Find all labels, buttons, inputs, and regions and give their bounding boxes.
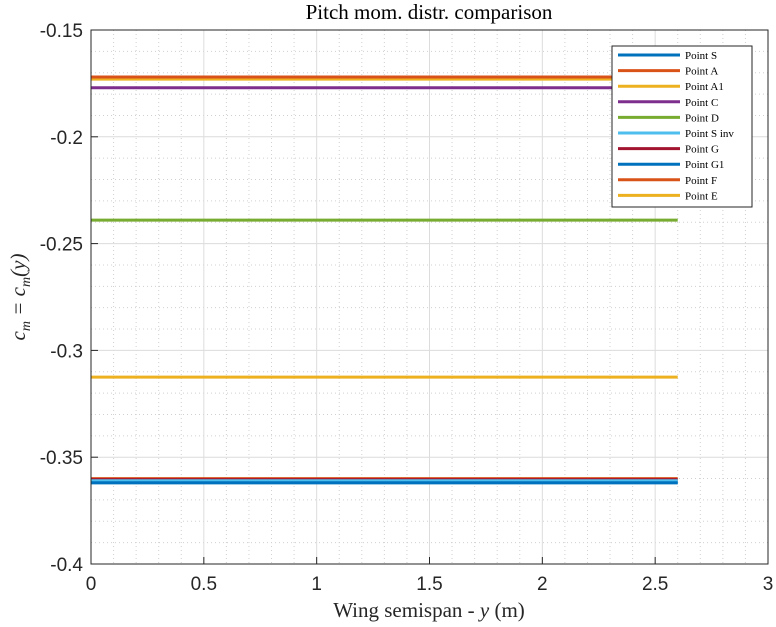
- legend-label: Point A1: [685, 81, 724, 93]
- legend: Point S Point A Point A1 Point C Point D Poin…: [611, 45, 753, 208]
- y-axis-label-sub: m: [19, 321, 34, 331]
- legend-label: Point D: [685, 112, 719, 124]
- legend-label: Point S inv: [685, 128, 734, 140]
- y-tick-label: -0.2: [50, 128, 83, 149]
- x-tick-label: 2: [537, 574, 548, 595]
- legend-label: Point A: [685, 66, 718, 78]
- x-axis-label: Wing semispan - y (m): [333, 598, 525, 622]
- y-tick-label: -0.15: [40, 21, 83, 42]
- y-tick-labels: -0.4 -0.35 -0.3 -0.25 -0.2 -0.15: [40, 21, 84, 576]
- x-tick-label: 3: [763, 574, 774, 595]
- x-tick-labels: 0 0.5 1 1.5 2 2.5 3: [86, 574, 774, 595]
- y-tick-label: -0.3: [50, 341, 83, 362]
- x-axis-label-text: Wing semispan -: [333, 598, 480, 622]
- axis-ticks: [90, 29, 769, 565]
- y-axis-label-c: c: [6, 330, 30, 340]
- y-tick-label: -0.25: [40, 235, 83, 256]
- y-axis-label-sub2: m: [19, 277, 34, 287]
- y-axis-label-eq: = c: [6, 286, 30, 321]
- y-axis-label: cm = cm(y): [6, 254, 34, 341]
- y-tick-label: -0.4: [50, 555, 83, 576]
- legend-label: Point E: [685, 190, 718, 202]
- legend-label: Point S: [685, 50, 717, 62]
- legend-label: Point F: [685, 175, 717, 187]
- y-tick-label: -0.35: [40, 448, 83, 469]
- y-axis-label-arg: (y): [6, 254, 30, 277]
- chart-title: Pitch mom. distr. comparison: [306, 0, 553, 24]
- legend-label: Point G1: [685, 159, 724, 171]
- legend-label: Point G: [685, 144, 719, 156]
- x-tick-label: 1.5: [416, 574, 442, 595]
- x-tick-label: 2.5: [642, 574, 668, 595]
- x-tick-label: 0.5: [191, 574, 217, 595]
- x-axis-label-var: y: [478, 598, 490, 622]
- series-lines: [91, 75, 678, 485]
- x-tick-label: 1: [311, 574, 322, 595]
- x-tick-label: 0: [86, 574, 97, 595]
- x-axis-label-unit: (m): [494, 598, 524, 622]
- legend-label: Point C: [685, 97, 718, 109]
